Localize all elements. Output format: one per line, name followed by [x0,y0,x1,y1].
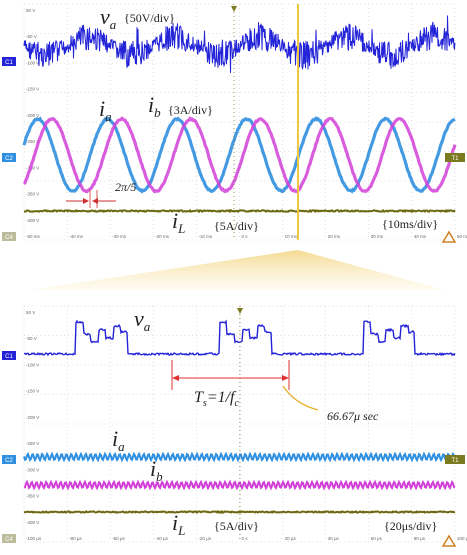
bottom-grid [23,305,456,543]
bottom-channel-c1-marker: C1 [5,354,13,360]
top-trigger-arrow-icon [231,6,237,12]
bottom-corner-logo-icon [441,534,457,547]
bottom-channel-markers: C1 C2 C4 T1 [2,351,465,543]
y-tick-label: -250 V [26,441,39,446]
bottom-tick-labels: 50 V -50 V -100 V -150 V -200 V -250 V -300 V -… [26,310,467,541]
channel-c2-marker: C2 [5,156,13,162]
x-tick-label: -20 ms [155,234,170,239]
x-tick-label: 50 ms [457,234,467,239]
top-va-trace [23,15,456,73]
trigger-t1-marker: T1 [451,156,459,162]
top-corner-logo-icon [441,230,457,243]
bottom-ia-label: ia [112,426,125,454]
top-il-label: iL [172,208,185,236]
y-tick-label: -400 V [26,520,39,525]
top-tick-labels: 50 V -50 V -100 V -150 V -200 V -250 V -300 V -… [26,8,467,239]
top-ib-trace [22,116,457,194]
switching-period-value: 66.67μ sec [327,409,379,423]
y-tick-label: -150 V [26,87,39,92]
x-tick-label: -60 μs [112,536,125,541]
switching-period-label: Ts=1/fc [194,389,240,409]
x-tick-label: -40 ms [69,234,84,239]
x-tick-label: 40 ms [414,234,427,239]
x-tick-label: 80 μs [414,536,426,541]
top-scope-panel: 50 V -50 V -100 V -150 V -200 V -250 V -300 V -… [2,3,467,243]
y-tick-label: 50 V [26,8,35,13]
y-tick-label: -200 V [26,113,39,118]
bottom-ib-trace [23,479,456,491]
bottom-va-label: va [134,306,151,334]
phase-shift-annotation [66,190,116,208]
top-va-scale: {50V/div} [124,11,175,25]
bottom-il-trace [23,509,456,514]
x-tick-label: 60 μs [371,536,383,541]
bottom-channel-c4-marker: C4 [5,537,13,543]
y-tick-label: -100 V [26,60,39,65]
bottom-timebase: {20μs/div} [384,519,437,533]
top-va-label: va [100,4,117,32]
top-ia-trace [22,116,456,194]
y-tick-label: -150 V [26,389,39,394]
x-tick-label: -40 μs [155,536,168,541]
period-leader-line [282,385,319,411]
phase-shift-label: 2π/5 [115,180,136,194]
bottom-scope-panel: 50 V -50 V -100 V -150 V -200 V -250 V -300 V -… [2,305,467,547]
y-tick-label: -300 V [26,467,39,472]
y-tick-label: -300 V [26,165,39,170]
x-tick-label: 40 μs [328,536,340,541]
top-channel-markers: C1 C2 C4 T1 [2,57,465,241]
x-tick-label: -30 ms [112,234,127,239]
y-tick-label: -100 V [26,362,39,367]
top-current-scale: {3A/div} [168,103,213,117]
channel-c4-marker: C4 [5,235,13,241]
x-tick-label: -20 μs [198,536,211,541]
y-tick-label: 50 V [26,310,35,315]
y-tick-label: -50 V [26,336,37,341]
bottom-il-label: iL [172,510,185,538]
bottom-channel-c2-marker: C2 [5,458,13,464]
bottom-va-trace [23,319,456,357]
y-tick-label: -400 V [26,218,39,223]
x-tick-label: -100 μs [26,536,42,541]
y-tick-label: -50 V [26,34,37,39]
y-tick-label: -250 V [26,139,39,144]
x-tick-label: -10 ms [198,234,213,239]
y-tick-label: -350 V [26,494,39,499]
top-timebase: {10ms/div} [382,217,438,231]
x-tick-label: 20 ms [328,234,341,239]
x-tick-label: 0 s [242,536,249,541]
switching-period-annotation [171,360,319,411]
bottom-ib-label: ib [150,456,163,484]
x-tick-label: 100 μs [457,536,467,541]
x-tick-label: 20 μs [285,536,297,541]
x-tick-label: 0 s [242,234,249,239]
bottom-trigger-t1-marker: T1 [451,458,459,464]
x-tick-label: -80 μs [69,536,82,541]
y-tick-label: -200 V [26,415,39,420]
x-tick-label: 10 ms [285,234,298,239]
x-tick-label: -50 ms [26,234,41,239]
bottom-ia-trace [23,451,456,463]
top-ib-label: ib [148,92,161,120]
zoom-connector [30,250,445,290]
bottom-il-scale: {5A/div} [214,519,259,533]
bottom-trigger-arrow-icon [237,308,243,314]
x-tick-label: 30 ms [371,234,384,239]
channel-c1-marker: C1 [5,60,13,66]
top-ia-label: ia [99,96,112,124]
top-il-trace [23,208,456,214]
y-tick-label: -350 V [26,192,39,197]
top-il-scale: {5A/div} [214,219,259,233]
